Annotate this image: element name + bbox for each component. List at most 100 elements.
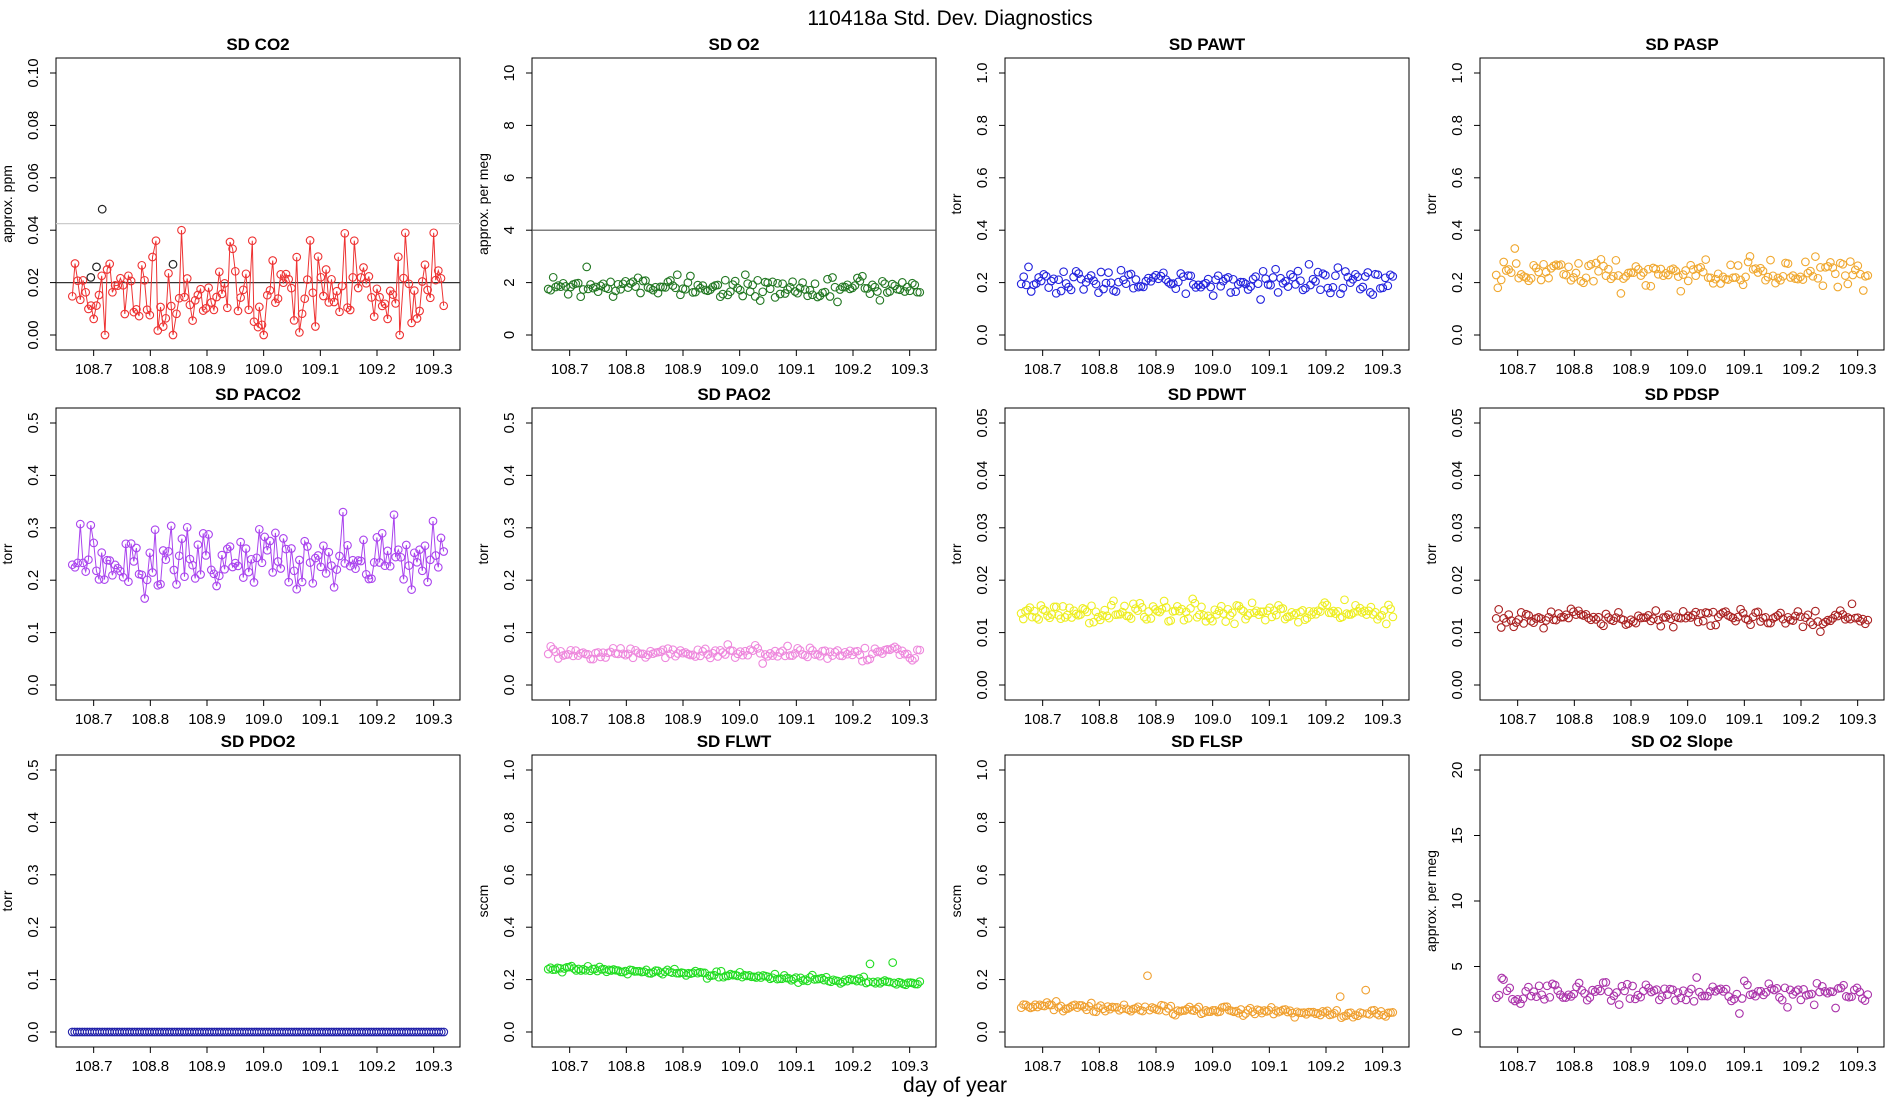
data-point — [217, 289, 227, 299]
data-point — [613, 966, 623, 975]
data-point — [1313, 267, 1323, 277]
data-point — [292, 252, 302, 262]
data-point — [1164, 1004, 1173, 1013]
x-tick-label: 108.8 — [1556, 1058, 1594, 1075]
data-point — [1161, 603, 1171, 612]
x-tick-label: 109.2 — [358, 1058, 396, 1075]
data-point — [281, 269, 291, 279]
x-tick-label: 108.8 — [132, 361, 170, 378]
panel-sd-pawt: SD PAWT torr 0.0 0.2 0.4 0.6 0.8 1.0 108.7 108.8 1… — [948, 35, 1410, 378]
y-tick-label: 0 — [501, 331, 518, 339]
panel-sd-o2: SD O2 approx. per meg 0 2 4 6 8 10 108.7 108.8 108… — [475, 35, 937, 378]
data-point — [1208, 291, 1218, 300]
data-point — [193, 290, 203, 300]
data-point — [1519, 619, 1529, 628]
data-point — [1316, 285, 1325, 295]
data-point — [415, 306, 424, 316]
data-point — [1106, 278, 1116, 288]
data-point — [81, 287, 91, 297]
data-point — [1023, 605, 1033, 615]
x-tick-label: 109.0 — [721, 1058, 759, 1075]
data-point — [840, 647, 850, 657]
data-point — [1700, 991, 1710, 1001]
data-point — [1759, 990, 1768, 1000]
y-tick-label: 8 — [501, 121, 518, 129]
data-point — [1589, 276, 1598, 286]
data-point — [120, 309, 130, 319]
x-tick-label: 109.2 — [1307, 1058, 1345, 1075]
data-point — [825, 292, 835, 301]
data-point — [860, 643, 870, 653]
y-tick-label: 0.03 — [974, 513, 991, 542]
data-point — [648, 285, 658, 295]
data-point — [1276, 273, 1285, 283]
y-tick-label: 1.0 — [974, 760, 991, 781]
data-point — [763, 278, 773, 288]
data-point — [1056, 614, 1066, 624]
y-tick-label: 0.2 — [974, 272, 991, 293]
data-point — [905, 653, 915, 663]
data-point — [828, 273, 837, 282]
data-point — [289, 566, 299, 576]
data-point — [1300, 615, 1310, 625]
data-point — [613, 279, 623, 289]
data-point — [733, 649, 743, 659]
data-point — [1388, 272, 1398, 281]
x-tick-label: 108.7 — [1024, 361, 1062, 378]
data-point — [1529, 618, 1538, 628]
x-tick-label: 109.0 — [1669, 1058, 1707, 1075]
data-point — [1706, 621, 1716, 631]
data-point — [1273, 288, 1283, 297]
data-point — [1194, 610, 1204, 620]
data-point — [369, 558, 379, 567]
data-point — [576, 966, 586, 975]
data-point — [220, 564, 229, 574]
data-point — [1561, 993, 1571, 1002]
data-point — [1662, 990, 1672, 999]
data-point — [316, 272, 326, 282]
data-point — [185, 300, 195, 310]
data-point — [1173, 277, 1183, 287]
data-point — [1811, 252, 1820, 261]
data-point — [1648, 614, 1658, 623]
data-point — [601, 653, 610, 662]
data-point — [868, 280, 877, 290]
data-point — [1732, 989, 1742, 999]
data-point — [1159, 1001, 1169, 1011]
x-tick-label: 109.1 — [302, 711, 340, 728]
data-point — [1175, 606, 1184, 616]
data-point — [193, 540, 203, 550]
data-point — [279, 534, 288, 543]
data-point — [756, 973, 766, 982]
data-point — [161, 313, 171, 323]
data-point — [808, 290, 817, 300]
data-point — [1049, 274, 1059, 284]
data-point — [1708, 982, 1718, 992]
data-point — [663, 644, 673, 653]
data-point — [198, 306, 208, 315]
data-point — [1651, 606, 1661, 615]
x-tick-label: 109.1 — [778, 711, 816, 728]
data-point — [1182, 1004, 1192, 1014]
data-point — [563, 289, 573, 299]
data-point — [586, 654, 595, 664]
data-point — [1599, 621, 1608, 631]
data-point — [359, 263, 368, 272]
y-tick-label: 0.4 — [974, 917, 991, 938]
data-point — [1651, 264, 1661, 274]
data-point — [1287, 607, 1297, 617]
y-tick-label: 0.3 — [25, 864, 42, 885]
data-point — [172, 309, 181, 319]
data-point — [188, 316, 197, 325]
data-point — [1718, 272, 1728, 282]
data-point — [631, 282, 640, 291]
x-tick-label: 109.3 — [891, 361, 929, 378]
data-point — [543, 649, 553, 659]
data-point — [225, 542, 235, 551]
data-point — [313, 551, 323, 560]
x-tick-label: 108.9 — [1137, 711, 1175, 728]
data-point — [1494, 990, 1504, 1000]
data-point — [1238, 1011, 1248, 1020]
data-point — [249, 578, 259, 587]
data-point — [718, 289, 728, 299]
